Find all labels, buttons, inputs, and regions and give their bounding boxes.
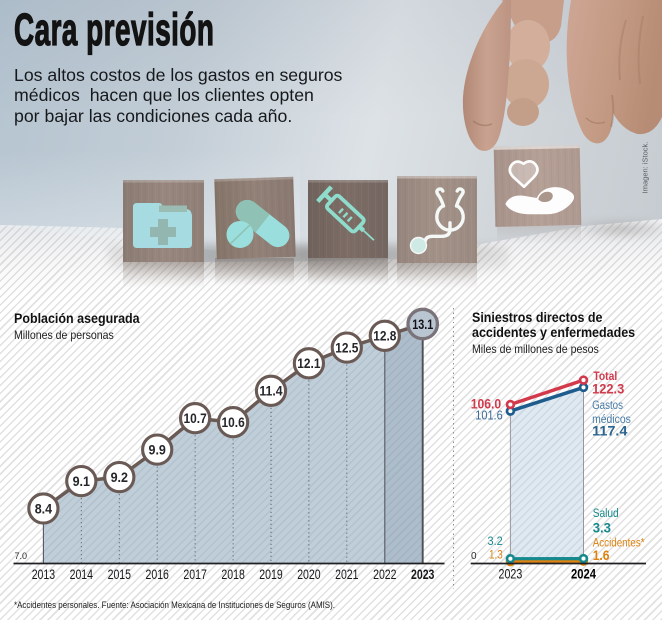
svg-text:8.4: 8.4 bbox=[35, 501, 53, 516]
svg-text:3.3: 3.3 bbox=[593, 521, 611, 537]
svg-text:1.3: 1.3 bbox=[489, 548, 503, 562]
svg-text:Gastos: Gastos bbox=[592, 398, 623, 412]
svg-text:117.4: 117.4 bbox=[592, 424, 627, 440]
svg-text:9.2: 9.2 bbox=[111, 470, 129, 485]
svg-text:2014: 2014 bbox=[70, 567, 94, 582]
svg-text:Salud: Salud bbox=[593, 506, 619, 520]
svg-text:médicos: médicos bbox=[592, 412, 631, 426]
svg-text:2016: 2016 bbox=[146, 567, 169, 582]
svg-text:122.3: 122.3 bbox=[592, 382, 624, 398]
svg-text:2022: 2022 bbox=[373, 567, 396, 582]
svg-text:2018: 2018 bbox=[221, 567, 244, 582]
svg-text:101.6: 101.6 bbox=[475, 408, 502, 423]
svg-text:2019: 2019 bbox=[259, 567, 282, 582]
svg-text:1.6: 1.6 bbox=[593, 548, 610, 564]
svg-text:106.0: 106.0 bbox=[471, 396, 502, 411]
svg-text:7.0: 7.0 bbox=[15, 551, 28, 561]
svg-text:12.5: 12.5 bbox=[335, 341, 359, 356]
svg-text:2015: 2015 bbox=[108, 567, 131, 582]
svg-text:2021: 2021 bbox=[335, 567, 358, 582]
svg-text:2017: 2017 bbox=[183, 567, 206, 582]
svg-text:9.9: 9.9 bbox=[149, 443, 167, 458]
svg-text:Accidentes*: Accidentes* bbox=[593, 535, 645, 549]
svg-text:9.1: 9.1 bbox=[73, 474, 91, 489]
svg-text:2023: 2023 bbox=[499, 567, 523, 582]
svg-text:0: 0 bbox=[471, 551, 477, 562]
svg-text:2013: 2013 bbox=[32, 567, 55, 582]
svg-text:11.4: 11.4 bbox=[259, 384, 283, 399]
svg-text:Total: Total bbox=[593, 370, 617, 383]
svg-text:12.8: 12.8 bbox=[373, 329, 397, 344]
svg-text:2023: 2023 bbox=[411, 567, 434, 582]
svg-text:13.1: 13.1 bbox=[412, 316, 433, 332]
svg-text:10.6: 10.6 bbox=[222, 415, 246, 430]
svg-text:2024: 2024 bbox=[571, 567, 596, 582]
svg-text:3.2: 3.2 bbox=[488, 534, 503, 548]
svg-text:10.7: 10.7 bbox=[184, 411, 207, 426]
svg-text:2020: 2020 bbox=[297, 567, 320, 582]
svg-text:12.1: 12.1 bbox=[297, 356, 321, 371]
